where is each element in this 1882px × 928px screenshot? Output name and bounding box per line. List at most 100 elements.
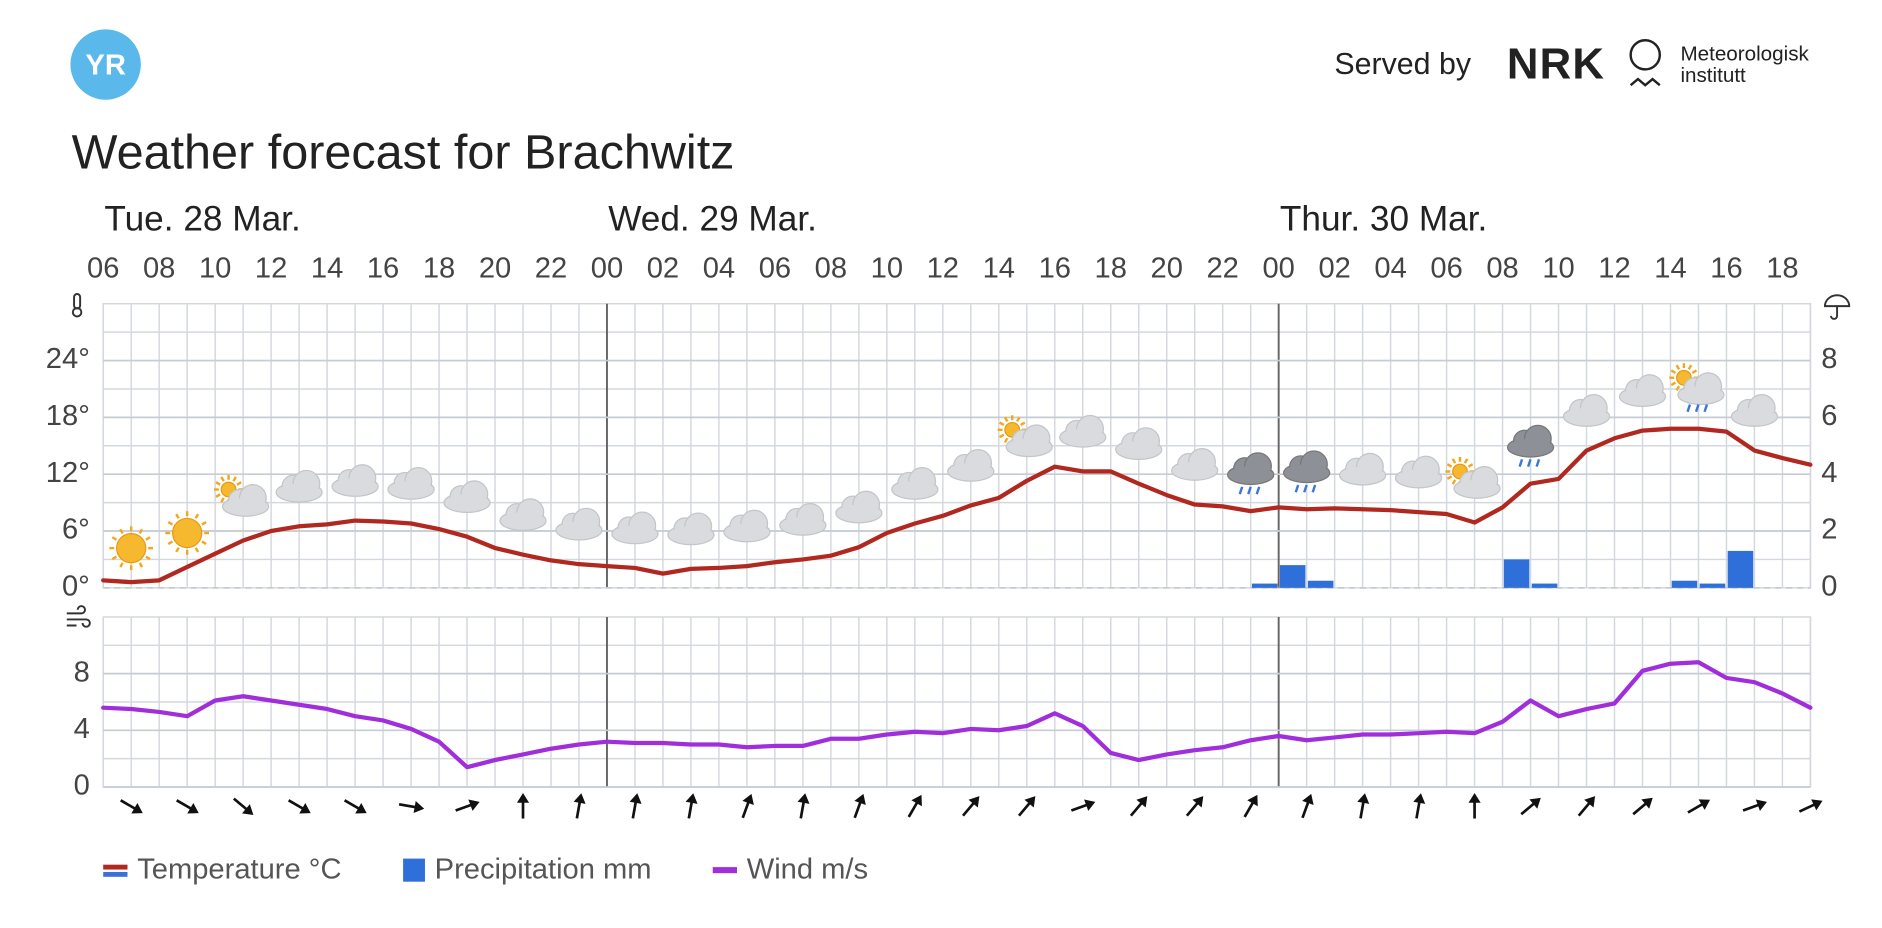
wind-arrow-head: [299, 802, 311, 814]
wind-arrow-head: [1529, 797, 1541, 809]
wind-arrow-head: [1084, 799, 1096, 811]
weather-icon: [1227, 452, 1275, 495]
raindrop: [1694, 404, 1700, 413]
x-tick-label: 04: [1374, 252, 1406, 284]
cloud: [1116, 441, 1161, 459]
wind-arrow: [685, 793, 698, 819]
precip-bar: [1671, 580, 1698, 588]
wind-icon: [66, 605, 91, 628]
wind-arrow: [287, 799, 311, 814]
weather-icon: [1059, 414, 1107, 448]
wind-arrow-head: [1811, 799, 1823, 811]
weather-icon: [387, 466, 435, 500]
x-tick-label: 14: [983, 252, 1015, 284]
legend-label: Precipitation mm: [435, 853, 652, 885]
sun-ray: [1670, 369, 1677, 374]
cloud: [837, 504, 881, 522]
sun-ray: [201, 521, 207, 526]
cloud: [445, 494, 489, 512]
legend-swatch: [403, 858, 425, 882]
x-tick-label: 12: [255, 252, 287, 284]
raindrop: [1311, 484, 1317, 493]
wind-arrow-head: [742, 793, 754, 806]
wind-arrow: [629, 793, 642, 819]
y2-tick-label: 4: [1821, 457, 1837, 489]
weather-icon: [723, 509, 771, 543]
weather-icon: [165, 511, 210, 555]
legend-swatch: [103, 871, 128, 877]
temperature-line: [101, 426, 1813, 585]
wind-arrow-head: [1247, 794, 1258, 807]
legend-label: Temperature °C: [137, 853, 341, 885]
cloud: [223, 497, 268, 515]
sun-ray: [1687, 364, 1693, 370]
cloud: [1060, 428, 1105, 446]
weather-icon: [1669, 363, 1725, 413]
weather-icon: [1394, 455, 1443, 489]
wind-arrow: [1577, 796, 1596, 817]
weather-icon: [1115, 427, 1163, 460]
x-tick-label: 16: [1710, 252, 1742, 284]
raindrop: [1535, 459, 1541, 468]
wind-arrow: [1357, 793, 1370, 819]
wind-arrow: [1185, 796, 1204, 817]
sun-ray: [1691, 369, 1698, 374]
weather-icon: [611, 511, 659, 545]
wind-arrow-head: [1641, 797, 1653, 809]
cloud: [389, 480, 433, 498]
wind-arrow: [398, 801, 425, 814]
x-tick-label: 12: [1598, 252, 1630, 284]
wind-arrow: [1243, 794, 1258, 818]
sun-ray: [111, 536, 118, 541]
legend-swatch: [103, 864, 128, 870]
wind-arrow: [1017, 796, 1036, 817]
y2-tick-label: 6: [1821, 400, 1837, 432]
precip-bar: [1727, 550, 1754, 588]
y-tick-label: 18°: [46, 400, 90, 432]
precip-bar: [1307, 580, 1334, 588]
y2-tick-label: 2: [1821, 514, 1837, 546]
wind-arrow-head: [131, 802, 143, 814]
wind-arrow-head: [242, 804, 254, 815]
wind-arrow-head: [1755, 799, 1767, 811]
wind-arrow-head: [1584, 796, 1596, 808]
y-tick-label: 12°: [46, 457, 90, 489]
legend-swatch: [712, 867, 738, 874]
cloud: [725, 523, 769, 541]
legend-label: Wind m/s: [747, 853, 868, 885]
cloud: [501, 512, 545, 530]
raindrop: [1255, 486, 1261, 495]
cloud: [557, 521, 601, 539]
x-tick-label: 08: [1486, 252, 1518, 284]
cloud: [669, 526, 713, 544]
x-tick-label: 00: [591, 252, 623, 284]
cloud: [1564, 408, 1609, 426]
sun-ray: [220, 497, 225, 503]
x-tick-label: 16: [367, 252, 399, 284]
wind-line: [101, 660, 1813, 770]
wind-arrow-head: [1136, 796, 1148, 808]
raindrop: [1686, 404, 1692, 413]
cloud: [1455, 480, 1499, 498]
weather-icon: [275, 469, 323, 503]
sun-ray: [201, 540, 207, 545]
served-by: Served by: [1334, 48, 1471, 81]
sun-ray: [998, 433, 1005, 439]
y-tick-label: 24°: [46, 343, 90, 375]
sun-ray: [167, 540, 174, 545]
x-tick-label: 02: [647, 252, 679, 284]
cloud: [1396, 469, 1441, 487]
raindrop: [1247, 486, 1252, 495]
x-tick-label: 22: [1206, 252, 1238, 284]
x-tick-label: 18: [423, 252, 455, 284]
weather-icon: [331, 464, 379, 497]
wind-arrow-head: [355, 802, 367, 814]
y-tick-label: 0°: [62, 571, 90, 603]
cloud: [781, 516, 825, 534]
sun-ray: [138, 562, 144, 568]
weather-icon: [1506, 424, 1555, 468]
wind-arrow-head: [1413, 793, 1426, 804]
wind-arrow-head: [1024, 796, 1036, 808]
